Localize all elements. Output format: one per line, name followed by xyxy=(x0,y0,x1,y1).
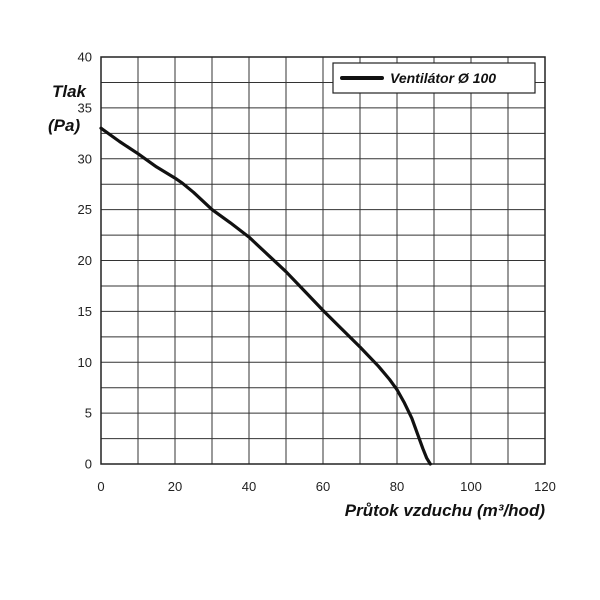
x-tick-label: 40 xyxy=(242,479,256,494)
x-tick-label: 20 xyxy=(168,479,182,494)
grid xyxy=(100,56,546,465)
x-tick-labels: 0 20 40 60 80 100 120 xyxy=(97,479,555,494)
y-tick-label: 35 xyxy=(78,100,92,115)
y-axis-title-line2: (Pa) xyxy=(48,116,80,135)
x-tick-label: 100 xyxy=(460,479,482,494)
legend: Ventilátor Ø 100 xyxy=(332,62,536,94)
y-tick-label: 30 xyxy=(78,151,92,166)
x-tick-label: 120 xyxy=(534,479,556,494)
series-layer xyxy=(99,126,432,466)
y-tick-labels: 0 5 10 15 20 25 30 35 40 xyxy=(78,50,92,472)
x-tick-label: 60 xyxy=(316,479,330,494)
plot-frame xyxy=(100,56,546,465)
y-tick-label: 15 xyxy=(78,304,92,319)
legend-label: Ventilátor Ø 100 xyxy=(390,70,496,86)
x-axis-title: Průtok vzduchu (m³/hod) xyxy=(345,501,546,520)
y-tick-label: 10 xyxy=(78,355,92,370)
y-tick-label: 0 xyxy=(85,457,92,472)
y-tick-label: 25 xyxy=(78,202,92,217)
x-tick-label: 0 xyxy=(97,479,104,494)
series-line xyxy=(99,126,432,466)
x-tick-label: 80 xyxy=(390,479,404,494)
y-tick-label: 5 xyxy=(85,406,92,421)
y-tick-label: 40 xyxy=(78,50,92,65)
y-tick-label: 20 xyxy=(78,253,92,268)
y-axis-title-line1: Tlak xyxy=(52,82,88,101)
